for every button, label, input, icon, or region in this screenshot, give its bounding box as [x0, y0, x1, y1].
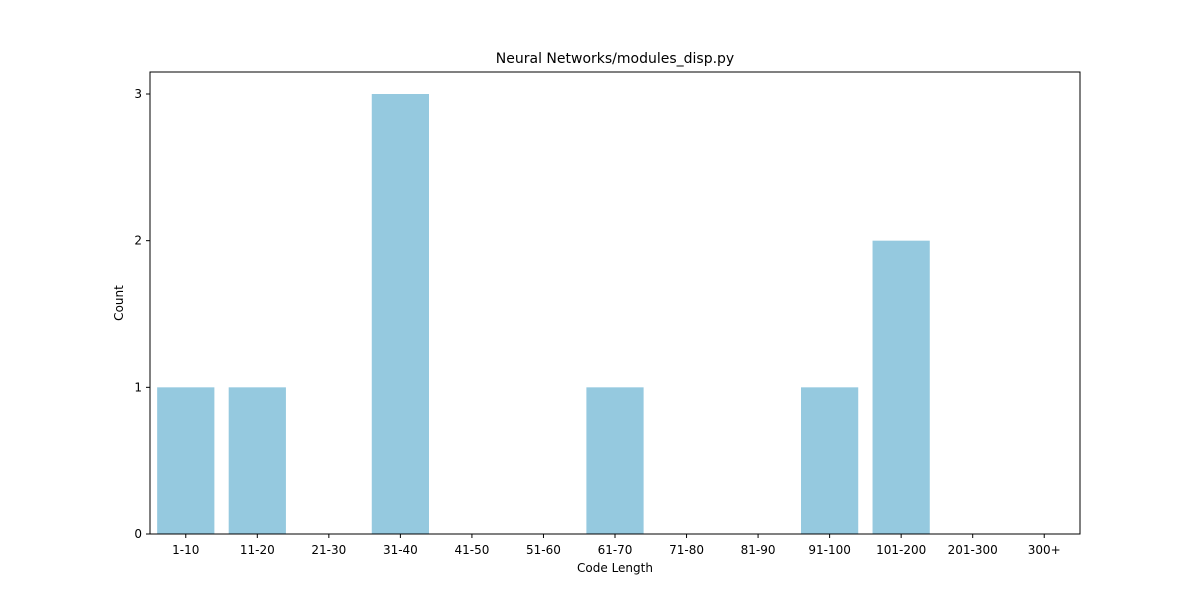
- bar-91-100: [801, 387, 859, 534]
- x-axis-label: Code Length: [577, 561, 653, 575]
- x-tick-label: 91-100: [808, 543, 851, 557]
- y-tick-label: 1: [134, 380, 142, 394]
- y-axis: 0 1 2 3: [134, 87, 150, 541]
- x-tick-label: 61-70: [598, 543, 633, 557]
- bar-11-20: [228, 387, 286, 534]
- x-tick-label: 31-40: [383, 543, 418, 557]
- y-tick-label: 2: [134, 234, 142, 248]
- bar-1-10: [157, 387, 215, 534]
- x-tick-label: 1-10: [172, 543, 199, 557]
- bar-101-200: [872, 240, 930, 534]
- x-tick-label: 101-200: [876, 543, 926, 557]
- bar-61-70: [586, 387, 644, 534]
- x-tick-label: 300+: [1028, 543, 1061, 557]
- x-tick-label: 41-50: [454, 543, 489, 557]
- x-tick-label: 71-80: [669, 543, 704, 557]
- x-tick-label: 51-60: [526, 543, 561, 557]
- bars-group: [157, 94, 930, 534]
- x-tick-label: 201-300: [948, 543, 998, 557]
- x-tick-label: 11-20: [240, 543, 275, 557]
- y-axis-label: Count: [112, 285, 126, 321]
- y-tick-label: 3: [134, 87, 142, 101]
- bar-31-40: [371, 94, 429, 534]
- y-tick-label: 0: [134, 527, 142, 541]
- chart-title: Neural Networks/modules_disp.py: [496, 51, 734, 67]
- x-tick-label: 81-90: [741, 543, 776, 557]
- x-tick-label: 21-30: [311, 543, 346, 557]
- x-axis: 1-10 11-20 21-30 31-40 41-50 51-60 61-70 71-80 8…: [172, 534, 1061, 557]
